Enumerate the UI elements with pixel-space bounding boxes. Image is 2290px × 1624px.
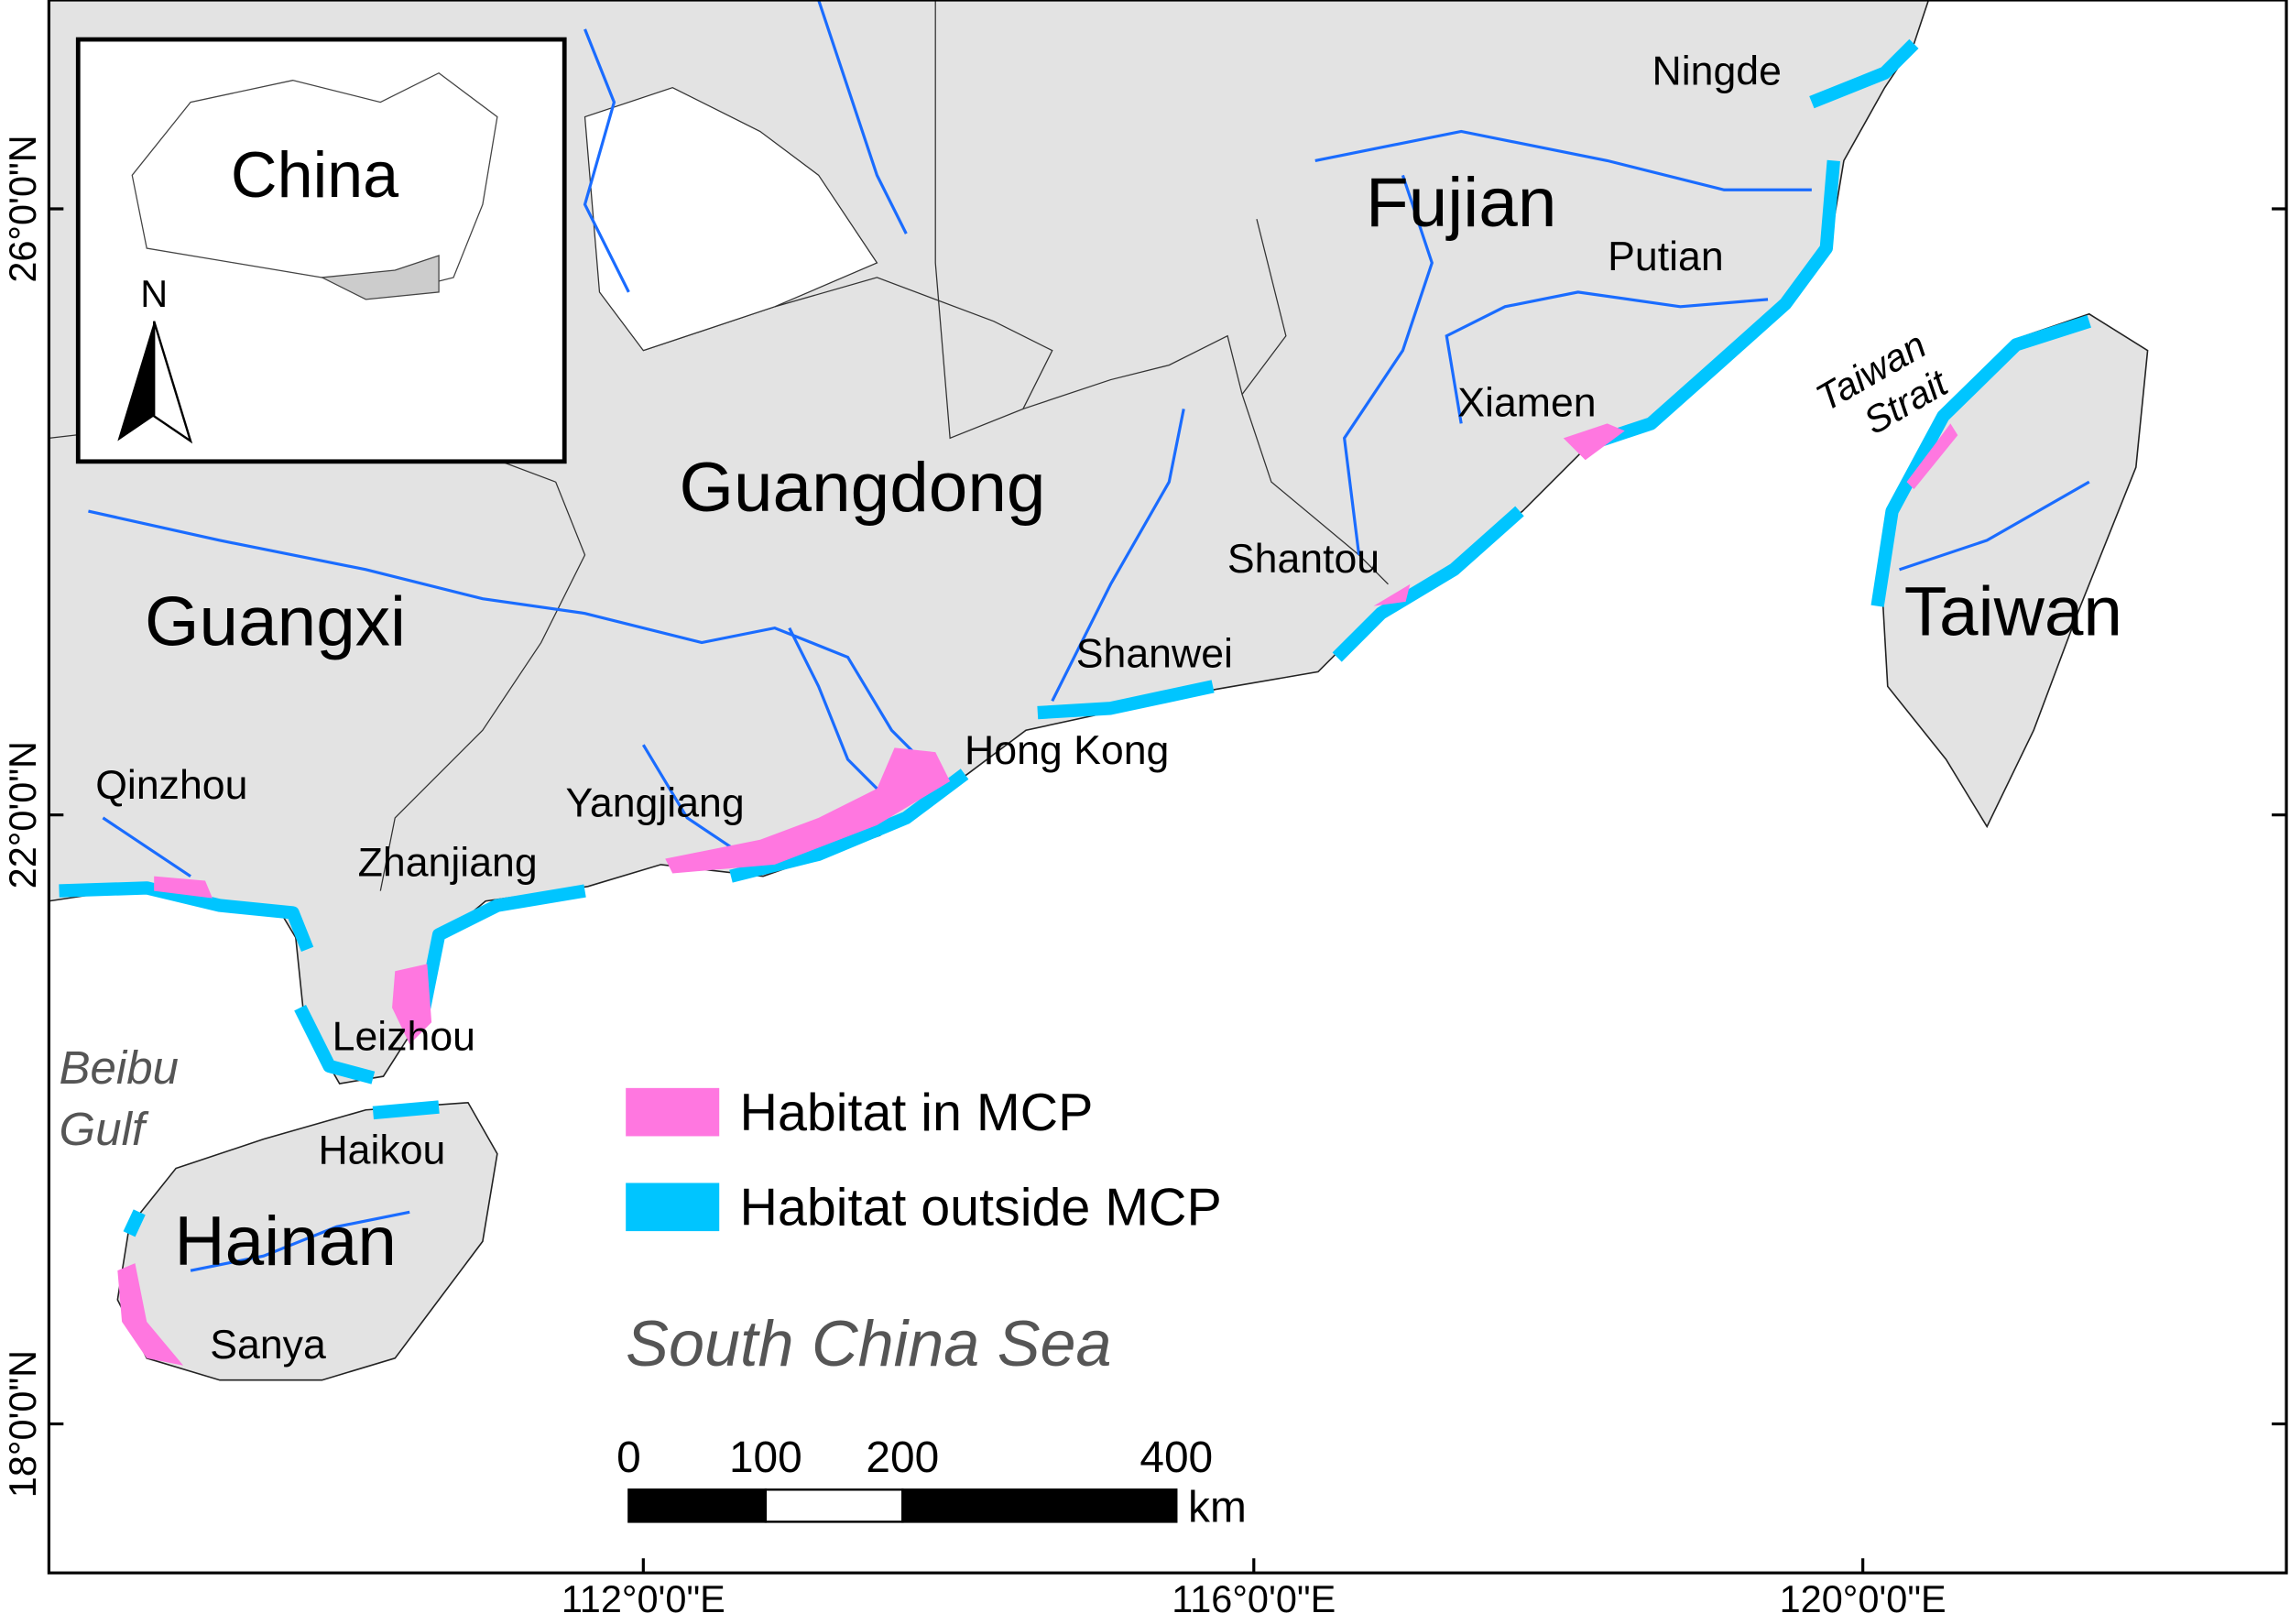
habitat-outside <box>1809 38 1919 109</box>
habitat-outside-group <box>59 38 2091 1237</box>
city-label: Leizhou <box>333 1014 475 1059</box>
habitat-mcp <box>154 876 213 899</box>
city-label: Putian <box>1608 234 1724 279</box>
province-border <box>1022 334 1243 410</box>
city-label: Yangjiang <box>565 780 744 825</box>
hainan-island <box>116 1101 498 1381</box>
legend: Habitat in MCP Habitat outside MCP <box>626 1084 1222 1237</box>
latitude-label: 18°0'0"N <box>1 1350 44 1498</box>
city-label: Shanwei <box>1076 632 1233 677</box>
habitat-outside <box>123 1209 146 1237</box>
scale-label: 400 <box>1140 1433 1213 1482</box>
inset-china-outline <box>131 71 498 293</box>
river <box>190 1210 410 1272</box>
city-label: Zhanjiang <box>358 841 538 886</box>
scale-segment <box>627 1488 768 1523</box>
north-arrow <box>152 321 193 444</box>
habitat-outside <box>729 768 969 883</box>
habitat-outside <box>1332 506 1524 662</box>
river <box>1051 409 1185 703</box>
habitat-outside <box>1037 680 1215 720</box>
water-label: Beibu <box>60 1041 179 1094</box>
inset-study-area <box>320 255 440 300</box>
habitat-mcp <box>1563 423 1625 461</box>
legend-swatch <box>626 1183 720 1232</box>
region-label: Guangdong <box>680 449 1046 527</box>
river <box>1314 129 1812 191</box>
province-border <box>1241 219 1389 585</box>
habitat-outside <box>372 1100 440 1120</box>
latitude-label: 26°0'0"N <box>1 135 44 282</box>
legend-label: Habitat outside MCP <box>740 1179 1222 1237</box>
longitude-label: 120°0'0"E <box>1780 1577 1946 1620</box>
habitat-mcp <box>392 964 432 1045</box>
scale-unit: km <box>1188 1483 1247 1531</box>
city-label: Qinzhou <box>95 763 247 808</box>
city-label: Xiamen <box>1457 380 1596 425</box>
longitude-label: 116°0'0"E <box>1172 1577 1336 1620</box>
province-border <box>379 481 586 891</box>
water-label: South China Sea <box>626 1307 1111 1379</box>
habitat-outside <box>1870 314 2091 607</box>
habitat-outside <box>1583 159 1840 452</box>
inset-title: China <box>231 138 399 211</box>
province-border <box>643 0 1053 440</box>
river <box>817 0 908 234</box>
scale-label: 0 <box>616 1433 641 1482</box>
scale-segment <box>764 1488 904 1523</box>
unshaded-area <box>583 86 878 352</box>
habitat-outside <box>418 884 586 1009</box>
habitat-mcp-group <box>117 423 1958 1366</box>
city-label: Haikou <box>318 1128 445 1173</box>
latitude-ticks <box>49 207 2287 1426</box>
scale-label: 200 <box>866 1433 939 1482</box>
longitude-label: 112°0'0"E <box>562 1577 725 1620</box>
scale-segment <box>901 1488 1178 1523</box>
legend-label: Habitat in MCP <box>740 1084 1094 1142</box>
region-label: Guangxi <box>145 583 406 661</box>
habitat-mcp <box>1373 583 1411 606</box>
map-frame <box>47 0 2288 1575</box>
region-label: Taiwan <box>1904 573 2122 651</box>
region-label: Hainan <box>174 1203 396 1281</box>
legend-swatch <box>626 1087 720 1137</box>
city-label: Hong Kong <box>965 728 1169 773</box>
city-label: Ningde <box>1652 49 1782 93</box>
city-label: Sanya <box>210 1323 326 1368</box>
north-label: N <box>140 272 168 315</box>
habitat-outside <box>294 1004 376 1084</box>
water-label: Gulf <box>60 1103 149 1155</box>
habitat-mcp <box>665 747 951 874</box>
scale-label: 100 <box>729 1433 802 1482</box>
city-label: Shantou <box>1227 537 1379 582</box>
river <box>583 28 630 293</box>
river <box>641 744 732 849</box>
river <box>88 509 922 761</box>
habitat-mcp <box>1906 423 1958 490</box>
habitat-outside <box>59 881 314 953</box>
river <box>1342 174 1434 556</box>
river <box>1899 480 2090 572</box>
river <box>788 627 878 790</box>
habitat-mcp <box>117 1263 184 1366</box>
latitude-label: 22°0'0"N <box>1 741 44 888</box>
region-label: Fujian <box>1366 164 1556 242</box>
river <box>102 816 191 877</box>
longitude-ticks <box>641 1558 1865 1574</box>
river <box>1445 290 1769 424</box>
